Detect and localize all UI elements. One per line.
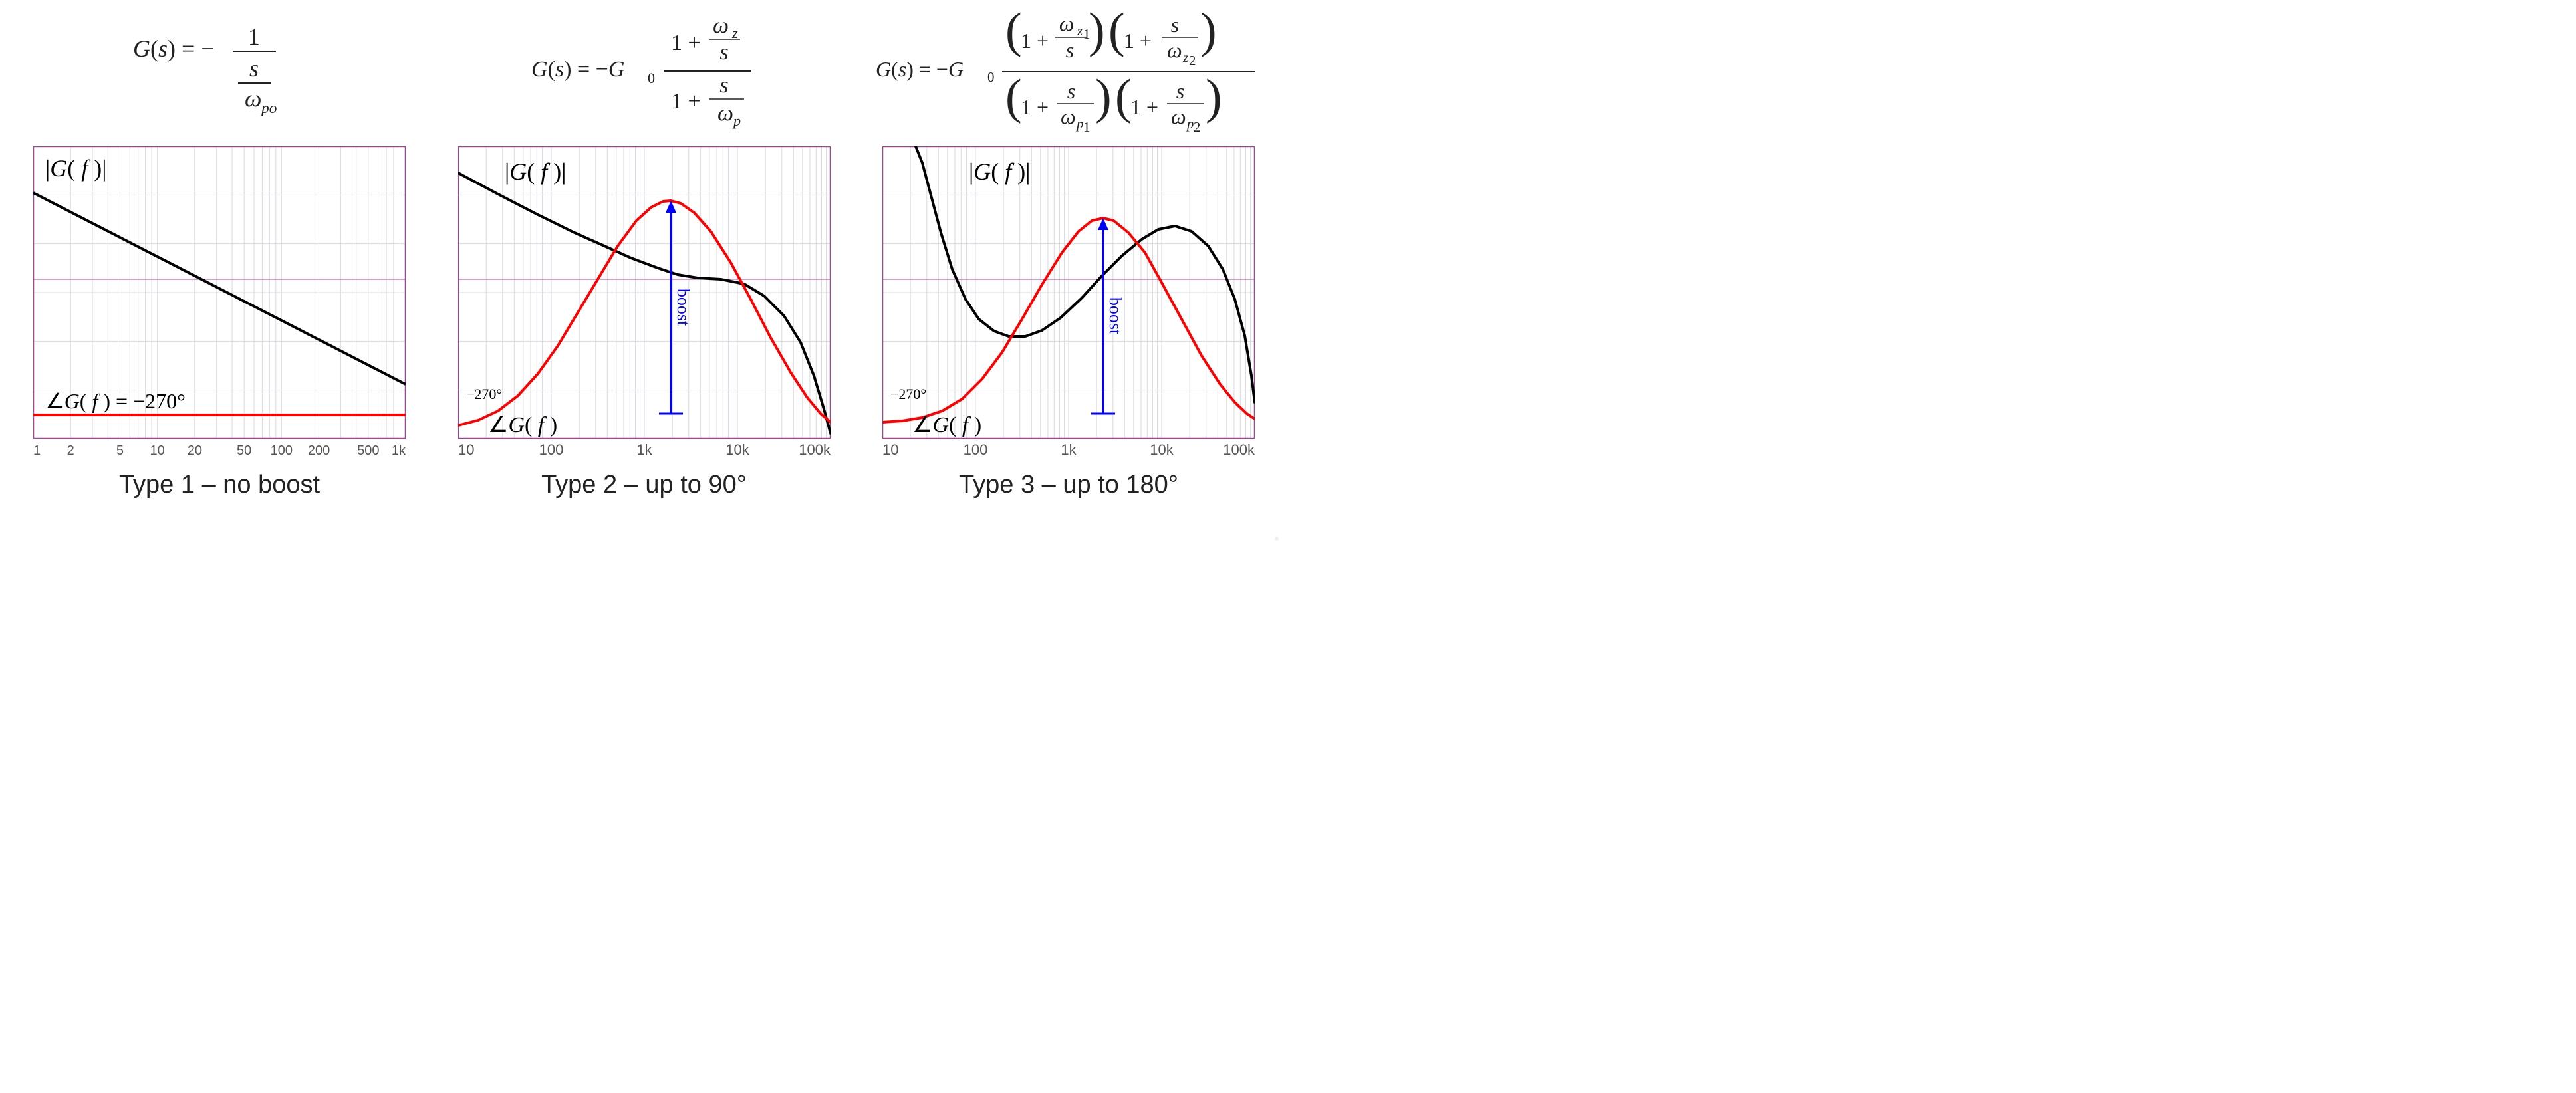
caption-type2: Type 2 – up to 90° bbox=[541, 471, 747, 499]
svg-text:1 +: 1 + bbox=[671, 89, 701, 114]
svg-text:200: 200 bbox=[308, 443, 330, 458]
eq-svg-type1: G(s) = − 1 s ω po bbox=[133, 17, 306, 136]
equation-type3: G(s) = −G 0 ( 1 + ω z 1 s ) ( 1 + s bbox=[876, 7, 1261, 146]
svg-text:∠G( f ): ∠G( f ) bbox=[912, 413, 981, 437]
svg-text:z: z bbox=[1182, 50, 1188, 65]
svg-text:s: s bbox=[1176, 79, 1184, 103]
svg-text:ω: ω bbox=[717, 101, 733, 126]
svg-text:5: 5 bbox=[116, 443, 124, 458]
svg-text:G(s) = −: G(s) = − bbox=[133, 35, 215, 62]
svg-text:1 +: 1 + bbox=[1021, 95, 1049, 119]
svg-text:1k: 1k bbox=[1061, 441, 1077, 458]
svg-text:20: 20 bbox=[188, 443, 202, 458]
panel-type3: G(s) = −G 0 ( 1 + ω z 1 s ) ( 1 + s bbox=[876, 7, 1261, 546]
svg-text:100: 100 bbox=[539, 441, 563, 458]
svg-text:G(s) = −G: G(s) = −G bbox=[531, 57, 624, 82]
svg-text:s: s bbox=[719, 40, 728, 64]
svg-text:p: p bbox=[1075, 116, 1083, 132]
svg-text:s: s bbox=[1171, 13, 1179, 37]
svg-text:(: ( bbox=[1005, 70, 1022, 124]
svg-text:∠G( f ): ∠G( f ) bbox=[488, 413, 557, 437]
svg-text:(: ( bbox=[1115, 70, 1132, 124]
svg-text:ω: ω bbox=[712, 13, 728, 38]
svg-text:10k: 10k bbox=[725, 441, 749, 458]
caption-type1: Type 1 – no boost bbox=[119, 471, 320, 499]
svg-text:2: 2 bbox=[1194, 120, 1200, 135]
svg-text:ω: ω bbox=[1171, 104, 1186, 128]
svg-text:s: s bbox=[1067, 79, 1075, 103]
svg-text:ω: ω bbox=[1059, 11, 1075, 35]
svg-text:1 +: 1 + bbox=[671, 31, 701, 55]
svg-text:po: po bbox=[260, 100, 277, 117]
svg-text:1: 1 bbox=[248, 23, 260, 50]
svg-text:1k: 1k bbox=[636, 441, 652, 458]
svg-text:boost: boost bbox=[1106, 297, 1125, 335]
svg-text:ω: ω bbox=[1061, 104, 1076, 128]
svg-text:10: 10 bbox=[150, 443, 165, 458]
svg-text:−270°: −270° bbox=[466, 386, 502, 402]
svg-text:s: s bbox=[719, 73, 728, 98]
svg-text:1k: 1k bbox=[392, 443, 406, 458]
svg-text:∠G( f ) = −270°: ∠G( f ) = −270° bbox=[45, 389, 186, 413]
svg-text:p: p bbox=[1186, 116, 1194, 132]
svg-text:boost: boost bbox=[674, 289, 693, 326]
equation-type1: G(s) = − 1 s ω po bbox=[27, 7, 412, 146]
svg-text:1: 1 bbox=[33, 443, 41, 458]
svg-text:100: 100 bbox=[964, 441, 988, 458]
svg-text:1 +: 1 + bbox=[1124, 29, 1152, 53]
svg-text:s: s bbox=[1066, 38, 1074, 62]
svg-text:(: ( bbox=[1108, 7, 1125, 58]
svg-text:(: ( bbox=[1005, 7, 1022, 58]
svg-text:100: 100 bbox=[271, 443, 293, 458]
panel-type1: G(s) = − 1 s ω po |G( f )| ∠G( f ) = −270… bbox=[27, 7, 412, 546]
svg-text:100k: 100k bbox=[799, 441, 831, 458]
watermark: ■ bbox=[1275, 535, 1279, 543]
svg-text:): ) bbox=[1089, 7, 1105, 58]
svg-text:10: 10 bbox=[882, 441, 898, 458]
svg-text:s: s bbox=[249, 55, 259, 82]
svg-text:100k: 100k bbox=[1223, 441, 1255, 458]
svg-text:2: 2 bbox=[1189, 53, 1196, 68]
svg-text:1 +: 1 + bbox=[1021, 29, 1049, 53]
svg-text:0: 0 bbox=[987, 70, 994, 85]
svg-text:z: z bbox=[1077, 23, 1083, 39]
chart-type1: |G( f )| ∠G( f ) = −270° 1 2 5 10 20 50 100 200 50… bbox=[33, 146, 406, 459]
svg-text:0: 0 bbox=[648, 70, 655, 86]
svg-text:10k: 10k bbox=[1150, 441, 1174, 458]
chart-type3: boost |G( f )| −270° ∠G( f ) 10 100 1k 10k 100k bbox=[882, 146, 1255, 459]
chart-type2: boost |G( f )| −270° ∠G( f ) 10 100 1k 10k 100k bbox=[458, 146, 831, 459]
caption-type3: Type 3 – up to 180° bbox=[959, 471, 1178, 499]
svg-text:): ) bbox=[1095, 70, 1112, 124]
svg-text:50: 50 bbox=[237, 443, 251, 458]
svg-text:1 +: 1 + bbox=[1130, 95, 1158, 119]
svg-text:1: 1 bbox=[1083, 120, 1090, 135]
svg-text:p: p bbox=[732, 112, 741, 129]
svg-text:ω: ω bbox=[1167, 38, 1182, 62]
equation-type2: G(s) = −G 0 1 + ω z s 1 + s ω p bbox=[451, 7, 837, 146]
svg-text:10: 10 bbox=[458, 441, 474, 458]
svg-text:2: 2 bbox=[67, 443, 74, 458]
page-root: G(s) = − 1 s ω po |G( f )| ∠G( f ) = −270… bbox=[0, 0, 1288, 546]
svg-text:|G( f )|: |G( f )| bbox=[969, 158, 1030, 185]
svg-text:ω: ω bbox=[245, 85, 261, 112]
eq-svg-type2: G(s) = −G 0 1 + ω z s 1 + s ω p bbox=[531, 10, 757, 143]
eq-svg-type3: G(s) = −G 0 ( 1 + ω z 1 s ) ( 1 + s bbox=[876, 7, 1261, 146]
svg-text:|G( f )|: |G( f )| bbox=[505, 158, 566, 185]
svg-text:): ) bbox=[1206, 70, 1222, 124]
panel-type2: G(s) = −G 0 1 + ω z s 1 + s ω p bbox=[451, 7, 837, 546]
svg-text:G(s) = −G: G(s) = −G bbox=[876, 57, 964, 81]
svg-text:): ) bbox=[1200, 7, 1217, 58]
svg-text:500: 500 bbox=[357, 443, 379, 458]
svg-text:|G( f )|: |G( f )| bbox=[45, 155, 106, 182]
svg-text:−270°: −270° bbox=[890, 386, 926, 402]
